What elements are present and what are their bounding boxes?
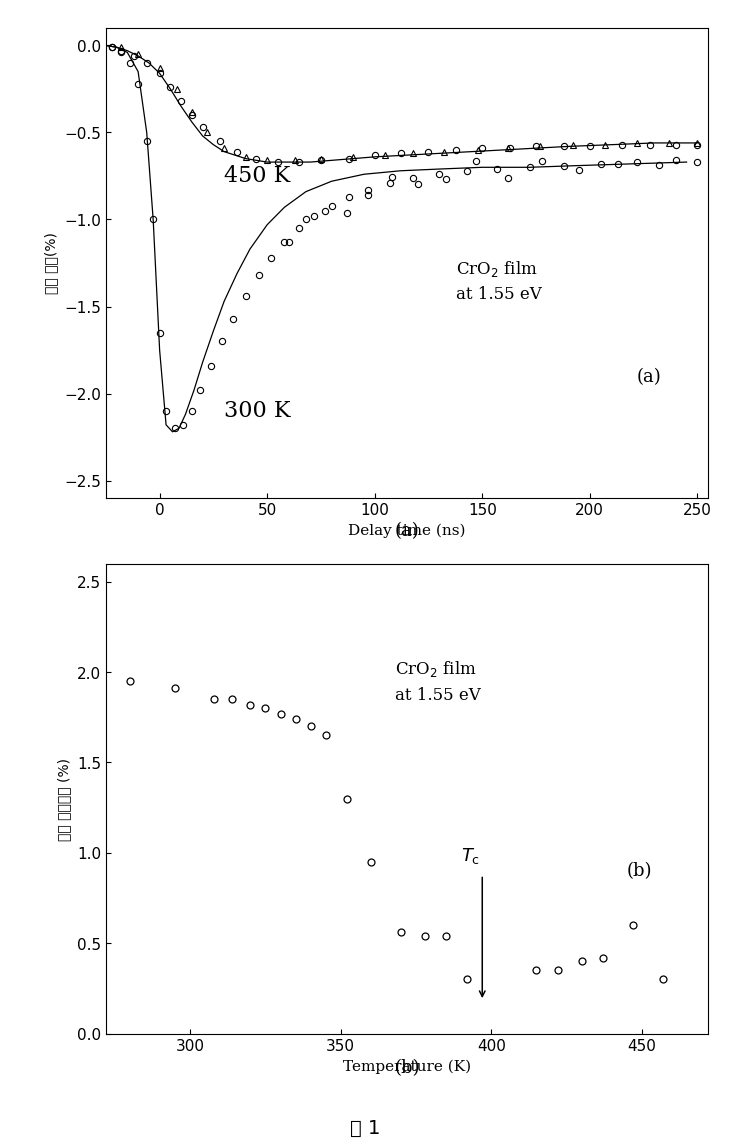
Text: CrO$_2$ film
at 1.55 eV: CrO$_2$ film at 1.55 eV	[395, 660, 480, 704]
Text: (b): (b)	[394, 1058, 420, 1077]
Y-axis label: 磁性 幅度改变 (%): 磁性 幅度改变 (%)	[58, 758, 72, 840]
Text: (a): (a)	[637, 367, 662, 385]
X-axis label: Temperature (K): Temperature (K)	[343, 1058, 471, 1073]
Text: 450 K: 450 K	[224, 166, 291, 187]
Text: (b): (b)	[627, 862, 653, 880]
Text: 300 K: 300 K	[224, 400, 291, 422]
X-axis label: Delay time (ns): Delay time (ns)	[348, 523, 466, 538]
Text: (a): (a)	[395, 522, 419, 541]
Y-axis label: 磁性 改变(%): 磁性 改变(%)	[45, 232, 58, 294]
Text: $\mathit{T}_{\rm c}$: $\mathit{T}_{\rm c}$	[461, 846, 480, 865]
Text: 图 1: 图 1	[350, 1118, 380, 1137]
Text: CrO$_2$ film
at 1.55 eV: CrO$_2$ film at 1.55 eV	[456, 258, 542, 303]
